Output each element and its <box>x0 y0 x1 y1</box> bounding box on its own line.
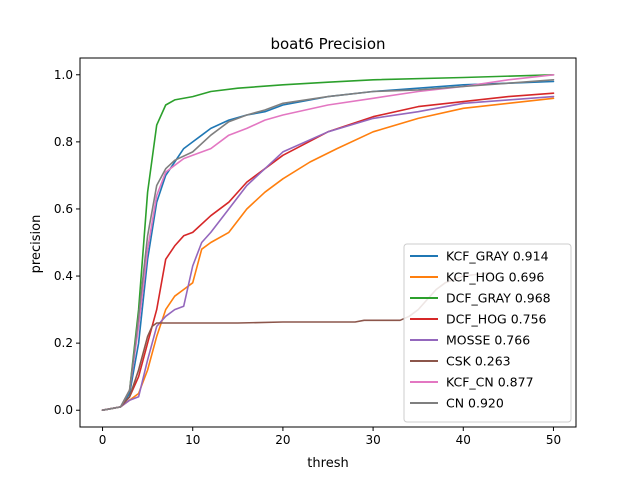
legend-entry: KCF_GRAY 0.914 <box>446 249 549 264</box>
x-tick-label: 40 <box>456 433 471 447</box>
plot-area <box>101 74 555 412</box>
x-tick-label: 50 <box>546 433 561 447</box>
legend-entry: KCF_CN 0.877 <box>446 375 534 390</box>
y-tick-label: 0.0 <box>54 403 73 417</box>
series-line-7 <box>101 79 555 412</box>
x-tick-label: 20 <box>275 433 290 447</box>
legend-entry: MOSSE 0.766 <box>446 333 530 348</box>
legend-entry: CSK 0.263 <box>446 354 511 369</box>
legend-entry: DCF_HOG 0.756 <box>446 312 547 327</box>
legend-entry: DCF_GRAY 0.968 <box>446 291 551 306</box>
chart-title: boat6 Precision <box>270 35 385 53</box>
x-tick-label: 0 <box>99 433 107 447</box>
y-tick-label: 1.0 <box>54 68 73 82</box>
axes-frame <box>79 57 577 428</box>
legend-entry: CN 0.920 <box>446 396 504 411</box>
y-axis-label: precision <box>29 215 44 274</box>
legend: KCF_GRAY 0.914 KCF_HOG 0.696 DCF_GRAY 0.96… <box>403 243 572 423</box>
y-tick-label: 0.2 <box>54 336 73 350</box>
legend-box <box>403 243 572 423</box>
y-tick-label: 0.6 <box>54 202 73 216</box>
axis-ticks: 0 10 20 30 40 50 0.0 0.2 0.4 0.6 0.8 1.0 <box>54 68 561 447</box>
series-line-1 <box>101 97 555 412</box>
x-tick-label: 30 <box>365 433 380 447</box>
y-tick-label: 0.4 <box>54 269 73 283</box>
series-line-3 <box>101 92 555 412</box>
series-lines <box>101 74 555 412</box>
series-line-4 <box>101 95 555 412</box>
legend-entry: KCF_HOG 0.696 <box>446 270 544 285</box>
x-tick-label: 10 <box>185 433 200 447</box>
y-tick-label: 0.8 <box>54 135 73 149</box>
series-line-6 <box>101 74 555 412</box>
x-axis-label: thresh <box>307 456 348 471</box>
